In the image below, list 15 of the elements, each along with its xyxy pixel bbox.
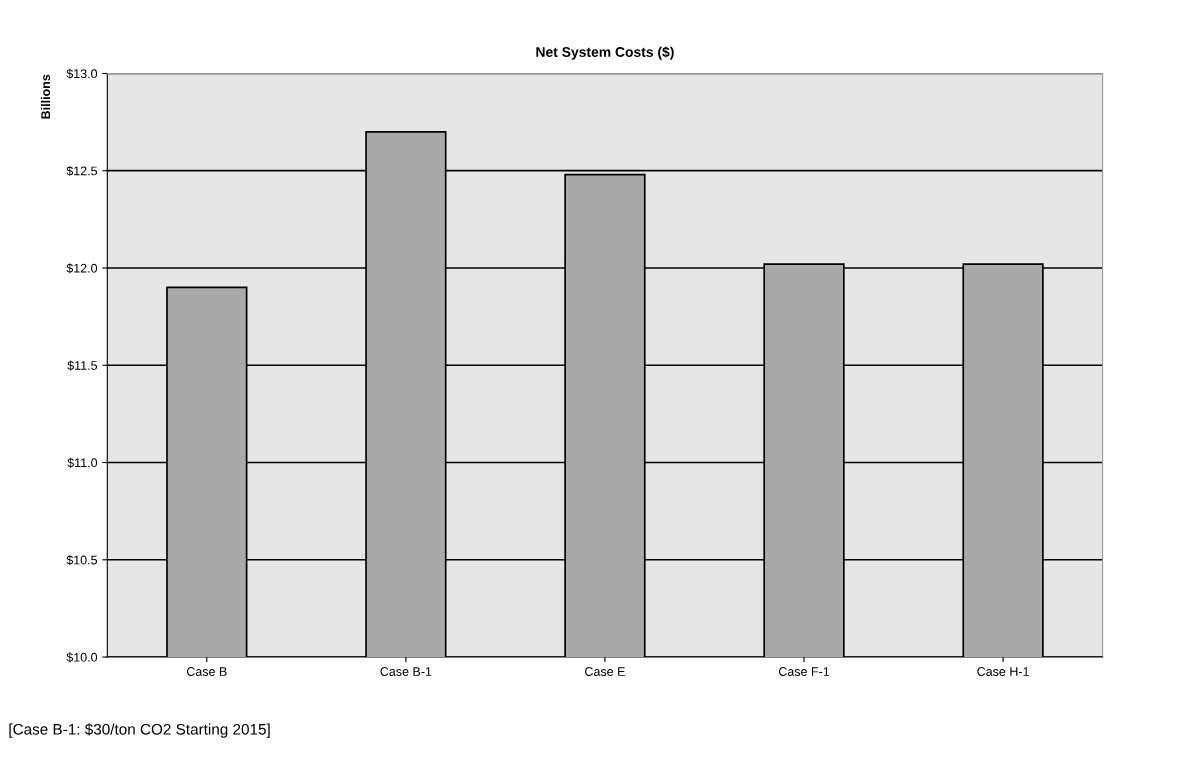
x-tick-label: Case B-1 bbox=[380, 667, 432, 676]
y-tick-label: $13.0 bbox=[66, 68, 98, 79]
text: [Case B-1: $30/ton CO2 Starting 2015] bbox=[9, 723, 270, 738]
y-tick-label: $12.0 bbox=[66, 263, 98, 274]
chart-title: Net System Costs ($) bbox=[536, 46, 674, 60]
x-tick-label: Case E bbox=[585, 667, 625, 676]
y-tick-label: $11.0 bbox=[67, 457, 98, 468]
x-tick-label: Case F-1 bbox=[778, 667, 830, 676]
y-tick-label: $12.5 bbox=[66, 165, 98, 177]
y-tick-label: $11.5 bbox=[67, 360, 98, 371]
y-tick-label: $10.0 bbox=[66, 652, 98, 663]
x-tick-label: Case H-1 bbox=[977, 667, 1029, 676]
y-tick-label: $10.5 bbox=[66, 555, 98, 566]
y-axis-title: Billions bbox=[40, 74, 51, 119]
x-tick-label: Case B bbox=[186, 667, 227, 676]
